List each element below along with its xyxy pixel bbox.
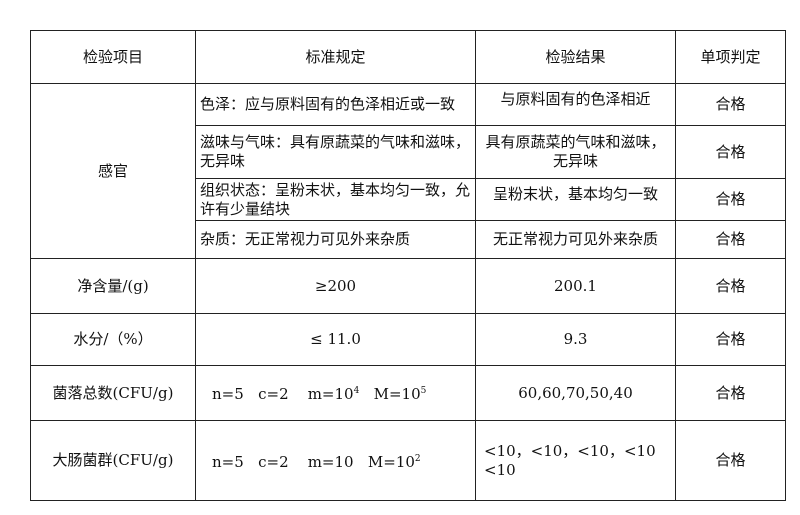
result-cell: 呈粉末状，基本均匀一致 xyxy=(475,178,676,221)
verdict-cell: 合格 xyxy=(675,365,786,421)
standard-cell: ≤ 11.0 xyxy=(195,313,476,366)
table-row: 菌落总数(CFU/g) n=5 c=2 m=104 M=105 60,60,70… xyxy=(30,365,786,421)
standard-cell: 组织状态：呈粉末状，基本均匀一致，允许有少量结块 xyxy=(195,178,476,221)
result-cell: 9.3 xyxy=(475,313,676,366)
M-exponent: 5 xyxy=(420,386,427,396)
verdict-cell: 合格 xyxy=(675,178,786,221)
standard-cell: 滋味与气味：具有原蔬菜的气味和滋味，无异味 xyxy=(195,125,476,179)
item-cell: 大肠菌群(CFU/g) xyxy=(30,420,196,501)
verdict-cell: 合格 xyxy=(675,83,786,126)
item-cell: 菌落总数(CFU/g) xyxy=(30,365,196,421)
header-verdict: 单项判定 xyxy=(675,30,786,84)
verdict-cell: 合格 xyxy=(675,258,786,314)
result-cell: 60,60,70,50,40 xyxy=(475,365,676,421)
m-value: m=10 xyxy=(307,385,354,403)
result-cell: <10，<10，<10，<10 <10 xyxy=(475,420,676,501)
verdict-cell: 合格 xyxy=(675,420,786,501)
c-value: c=2 xyxy=(258,385,289,403)
M-exponent: 2 xyxy=(414,453,421,464)
item-cell: 水分/（%） xyxy=(30,313,196,366)
n-value: n=5 xyxy=(212,452,244,471)
result-cell: 与原料固有的色泽相近 xyxy=(475,83,676,126)
M-value: M=10 xyxy=(367,452,415,471)
header-row: 检验项目 标准规定 检验结果 单项判定 xyxy=(30,30,786,84)
table-row: 感官 色泽：应与原料固有的色泽相近或一致 与原料固有的色泽相近 合格 xyxy=(30,83,786,259)
table-row: 水分/（%） ≤ 11.0 9.3 合格 xyxy=(30,313,786,366)
result-cell: 无正常视力可见外来杂质 xyxy=(475,220,676,259)
standard-cell: 杂质：无正常视力可见外来杂质 xyxy=(195,220,476,259)
sensory-label: 感官 xyxy=(30,83,196,259)
standard-cell: 色泽：应与原料固有的色泽相近或一致 xyxy=(195,83,476,126)
m-value: m=10 xyxy=(307,452,354,471)
M-value: M=10 xyxy=(373,385,421,403)
result-cell: 200.1 xyxy=(475,258,676,314)
table-row: 杂质：无正常视力可见外来杂质 无正常视力可见外来杂质 合格 xyxy=(31,220,786,259)
standard-cell: n=5 c=2 m=104 M=105 xyxy=(195,365,476,421)
m-exponent: 4 xyxy=(353,386,360,396)
c-value: c=2 xyxy=(258,452,289,471)
standard-cell: ≥200 xyxy=(195,258,476,314)
standard-cell: n=5 c=2 m=10 M=102 xyxy=(195,420,476,501)
table-row: 组织状态：呈粉末状，基本均匀一致，允许有少量结块 呈粉末状，基本均匀一致 合格 xyxy=(31,178,786,221)
header-standard: 标准规定 xyxy=(195,30,476,84)
header-result: 检验结果 xyxy=(475,30,676,84)
table-row: 滋味与气味：具有原蔬菜的气味和滋味，无异味 具有原蔬菜的气味和滋味，无异味 合格 xyxy=(31,125,786,179)
item-cell: 净含量/(g) xyxy=(30,258,196,314)
inspection-table: 检验项目 标准规定 检验结果 单项判定 感官 色泽：应与原料固有的色泽相近或一致… xyxy=(30,30,786,501)
verdict-cell: 合格 xyxy=(675,125,786,179)
header-item: 检验项目 xyxy=(30,30,196,84)
table-row: 大肠菌群(CFU/g) n=5 c=2 m=10 M=102 <10，<10，<… xyxy=(30,420,786,501)
result-cell: 具有原蔬菜的气味和滋味，无异味 xyxy=(475,125,676,179)
verdict-cell: 合格 xyxy=(675,220,786,259)
verdict-cell: 合格 xyxy=(675,313,786,366)
table-row: 净含量/(g) ≥200 200.1 合格 xyxy=(30,258,786,314)
n-value: n=5 xyxy=(212,385,244,403)
